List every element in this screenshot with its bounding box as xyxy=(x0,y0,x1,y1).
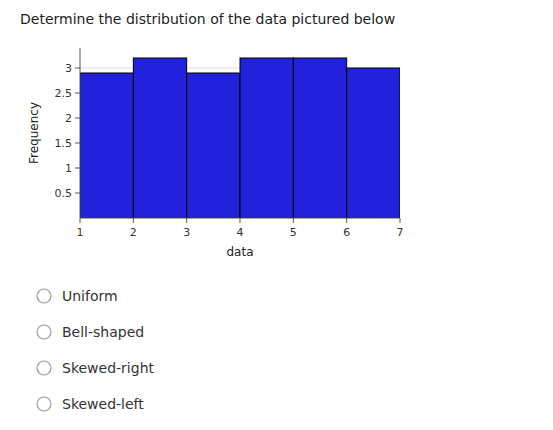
x-tick xyxy=(400,218,401,223)
y-tick-label: 2 xyxy=(65,112,72,125)
y-tick xyxy=(75,143,80,144)
x-tick xyxy=(133,218,134,223)
chart: Determine the distribution of the data p… xyxy=(0,0,553,430)
x-tick-label: 1 xyxy=(77,226,84,239)
y-tick-label: 0.5 xyxy=(55,187,73,200)
y-tick xyxy=(75,118,80,119)
x-tick xyxy=(346,218,347,223)
option-label: Uniform xyxy=(62,288,118,304)
x-axis-label: data xyxy=(226,245,253,259)
radio-circle xyxy=(37,397,51,411)
radio-circle xyxy=(37,325,51,339)
y-tick xyxy=(75,93,80,94)
y-tick-label: 1 xyxy=(65,162,72,175)
bar xyxy=(187,73,240,218)
x-tick-label: 6 xyxy=(343,226,350,239)
y-tick xyxy=(75,193,80,194)
bar xyxy=(133,58,186,218)
option-label: Skewed-right xyxy=(62,360,155,376)
x-tick-label: 2 xyxy=(130,226,137,239)
x-tick-label: 5 xyxy=(290,226,297,239)
bar xyxy=(80,73,133,218)
y-tick xyxy=(75,168,80,169)
axes: 0.5 1 1.5 2 2.5 3 1 2 3 4 5 6 7 xyxy=(55,48,404,239)
y-tick xyxy=(75,68,80,69)
x-tick xyxy=(186,218,187,223)
y-axis xyxy=(80,48,81,218)
bars xyxy=(80,58,400,218)
option-label: Skewed-left xyxy=(62,396,144,412)
radio-circle xyxy=(37,361,51,375)
x-tick xyxy=(293,218,294,223)
y-axis-label: Frequency xyxy=(27,102,41,164)
radio-circle xyxy=(37,289,51,303)
option-label: Bell-shaped xyxy=(62,324,144,340)
x-tick-label: 7 xyxy=(397,226,404,239)
title: Determine the distribution of the data p… xyxy=(20,11,395,27)
x-tick xyxy=(240,218,241,223)
y-tick-label: 1.5 xyxy=(55,137,73,150)
bar xyxy=(240,58,293,218)
x-tick-label: 3 xyxy=(183,226,190,239)
y-tick-label: 3 xyxy=(65,62,72,75)
bar xyxy=(347,68,400,218)
y-tick-label: 2.5 xyxy=(55,87,73,100)
options: Uniform Bell-shaped Skewed-right Skewed-lef… xyxy=(37,288,155,412)
bar xyxy=(293,58,346,218)
x-tick-label: 4 xyxy=(237,226,244,239)
x-tick xyxy=(80,218,81,223)
